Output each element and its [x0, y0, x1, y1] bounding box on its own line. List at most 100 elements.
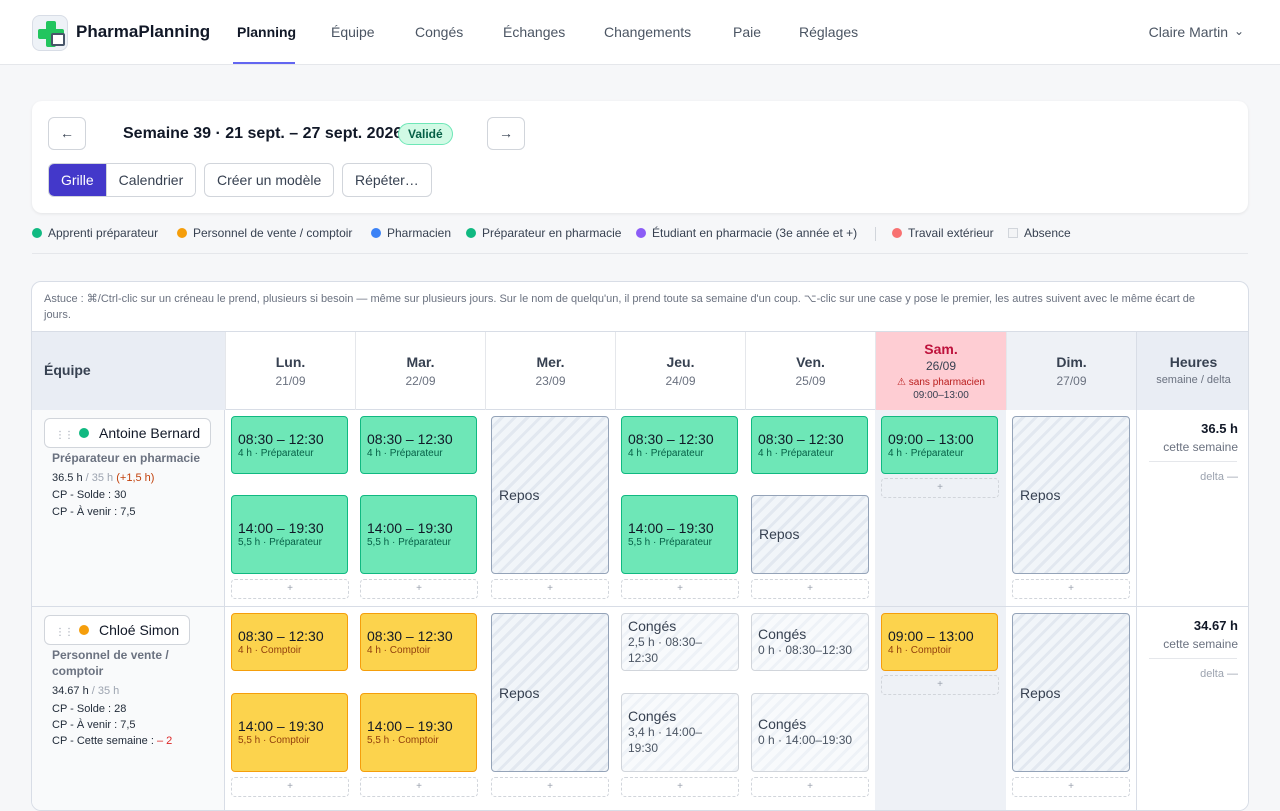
- shift-block[interactable]: 08:30 – 12:30 4 h · Préparateur: [621, 416, 738, 474]
- app-name[interactable]: PharmaPlanning: [76, 22, 211, 41]
- calendar-view-button[interactable]: Calendrier: [105, 164, 196, 196]
- table-row: ⋮⋮ Chloé Simon Personnel de vente / compt…: [32, 607, 1248, 810]
- leave-block[interactable]: Congés 0 h · 14:00–19:30: [751, 693, 869, 772]
- add-shift-button[interactable]: +: [751, 579, 869, 599]
- grid-header: Équipe Lun. 21/09 Mar. 22/09 Mer. 23/09 Jeu…: [32, 331, 1248, 410]
- leave-block[interactable]: Congés 3,4 h · 14:00–19:30: [621, 693, 739, 772]
- legend-square-icon: [1008, 228, 1018, 238]
- nav-conges[interactable]: Congés: [415, 24, 464, 40]
- shift-block[interactable]: 14:00 – 19:30 5,5 h · Préparateur: [621, 495, 738, 574]
- missing-pharmacist-warning: ⚠ sans pharmacien: [897, 377, 985, 388]
- employee-role: Personnel de vente / comptoir: [52, 648, 169, 678]
- grid-view-button[interactable]: Grille: [49, 164, 106, 196]
- divider: [1149, 658, 1237, 659]
- shift-block[interactable]: 14:00 – 19:30 5,5 h · Préparateur: [231, 495, 348, 574]
- hours-delta: delta —: [1200, 471, 1238, 483]
- shift-block[interactable]: 14:00 – 19:30 5,5 h · Comptoir: [231, 693, 348, 772]
- weekly-hours-total: 34.67 h: [1193, 618, 1238, 633]
- nav-echanges[interactable]: Échanges: [503, 24, 566, 40]
- add-shift-button[interactable]: +: [491, 777, 609, 797]
- day-header-wed: Mer. 23/09: [485, 332, 615, 410]
- add-shift-button[interactable]: +: [1012, 777, 1130, 797]
- nav-planning[interactable]: Planning: [237, 24, 297, 40]
- nav-changements[interactable]: Changements: [604, 24, 692, 40]
- legend-item: Étudiant en pharmacie (3e année et +): [636, 226, 857, 240]
- employee-name-chip[interactable]: ⋮⋮ Antoine Bernard: [44, 418, 212, 448]
- weekly-hours-total: 36.5 h: [1201, 421, 1238, 436]
- add-shift-button[interactable]: +: [881, 675, 999, 695]
- rest-day-block[interactable]: Repos: [491, 613, 609, 772]
- add-shift-button[interactable]: +: [360, 777, 478, 797]
- leave-block[interactable]: Congés 0 h · 08:30–12:30: [751, 613, 869, 671]
- day-header-sun: Dim. 27/09: [1006, 332, 1136, 410]
- hours-delta: delta —: [1200, 668, 1238, 680]
- next-week-button[interactable]: →: [487, 117, 525, 150]
- weekly-hours-label: cette semaine: [1163, 440, 1238, 454]
- day-header-fri: Ven. 25/09: [745, 332, 875, 410]
- rest-day-block[interactable]: Repos: [751, 495, 869, 574]
- legend-item: Pharmacien: [371, 226, 451, 240]
- add-shift-button[interactable]: +: [621, 777, 739, 797]
- planning-grid: Astuce : ⌘/Ctrl-clic sur un créneau le p…: [31, 281, 1249, 811]
- add-shift-button[interactable]: +: [881, 478, 999, 498]
- shift-block[interactable]: 08:30 – 12:30 4 h · Préparateur: [231, 416, 348, 474]
- nav-active-indicator: [233, 62, 295, 64]
- cp-this-week: CP - Cette semaine : – 2: [52, 735, 173, 747]
- legend-dot-icon: [371, 228, 381, 238]
- day-header-mon: Lun. 21/09: [225, 332, 355, 410]
- legend-item: Travail extérieur: [892, 226, 994, 240]
- previous-week-button[interactable]: ←: [48, 117, 86, 150]
- legend-item: Personnel de vente / comptoir: [177, 226, 352, 240]
- repeat-button[interactable]: Répéter…: [342, 163, 432, 197]
- add-shift-button[interactable]: +: [621, 579, 739, 599]
- divider: [1149, 461, 1237, 462]
- leave-block[interactable]: Congés 2,5 h · 08:30–12:30: [621, 613, 739, 671]
- employee-role: Préparateur en pharmacie: [52, 451, 201, 465]
- employee-name-chip[interactable]: ⋮⋮ Chloé Simon: [44, 615, 191, 645]
- shift-block[interactable]: 08:30 – 12:30 4 h · Comptoir: [231, 613, 348, 671]
- status-badge: Validé: [398, 123, 453, 145]
- rest-day-block[interactable]: Repos: [491, 416, 609, 574]
- add-shift-button[interactable]: +: [491, 579, 609, 599]
- hours-column-header: Heures semaine / delta: [1136, 332, 1248, 410]
- shift-block[interactable]: 09:00 – 13:00 4 h · Comptoir: [881, 613, 998, 671]
- rest-day-block[interactable]: Repos: [1012, 416, 1130, 574]
- shift-block[interactable]: 14:00 – 19:30 5,5 h · Comptoir: [360, 693, 477, 772]
- employee-cell: ⋮⋮ Antoine Bernard Préparateur en pharmac…: [32, 410, 225, 606]
- legend-item: Apprenti préparateur: [32, 226, 158, 240]
- legend-dot-icon: [466, 228, 476, 238]
- cp-balance: CP - Solde : 28: [52, 703, 127, 715]
- shift-block[interactable]: 14:00 – 19:30 5,5 h · Préparateur: [360, 495, 477, 574]
- chevron-down-icon[interactable]: ⌄: [1233, 24, 1244, 38]
- table-row: ⋮⋮ Antoine Bernard Préparateur en pharmac…: [32, 410, 1248, 607]
- rest-day-block[interactable]: Repos: [1012, 613, 1130, 772]
- tip-text: Astuce : ⌘/Ctrl-clic sur un créneau le p…: [44, 293, 1196, 321]
- app-logo-icon[interactable]: [32, 15, 68, 51]
- shift-block[interactable]: 09:00 – 13:00 4 h · Préparateur: [881, 416, 998, 474]
- drag-handle-icon[interactable]: ⋮⋮: [55, 627, 74, 638]
- user-menu[interactable]: Claire Martin: [1148, 24, 1228, 40]
- legend-divider: [875, 227, 876, 241]
- week-toolbar: ← Semaine 39 · 21 sept. – 27 sept. 2026 …: [32, 101, 1248, 213]
- drag-handle-icon[interactable]: ⋮⋮: [55, 430, 74, 441]
- nav-equipe[interactable]: Équipe: [331, 24, 375, 40]
- add-shift-button[interactable]: +: [751, 777, 869, 797]
- view-toggle: Grille Calendrier: [48, 163, 197, 197]
- add-shift-button[interactable]: +: [1012, 579, 1130, 599]
- nav-reglages[interactable]: Réglages: [799, 24, 859, 40]
- shift-block[interactable]: 08:30 – 12:30 4 h · Comptoir: [360, 613, 477, 671]
- employee-hours: 34.67 h / 35 h: [52, 685, 120, 697]
- add-shift-button[interactable]: +: [360, 579, 478, 599]
- role-legend: Apprenti préparateur Personnel de vente …: [32, 226, 1248, 254]
- shift-block[interactable]: 08:30 – 12:30 4 h · Préparateur: [751, 416, 868, 474]
- add-shift-button[interactable]: +: [231, 579, 349, 599]
- employee-cell: ⋮⋮ Chloé Simon Personnel de vente / compt…: [32, 607, 225, 810]
- shift-block[interactable]: 08:30 – 12:30 4 h · Préparateur: [360, 416, 477, 474]
- add-shift-button[interactable]: +: [231, 777, 349, 797]
- legend-item: Préparateur en pharmacie: [466, 226, 621, 240]
- create-template-button[interactable]: Créer un modèle: [204, 163, 335, 197]
- nav-paie[interactable]: Paie: [733, 24, 762, 40]
- role-dot-icon: [79, 428, 89, 438]
- employee-hours: 36.5 h / 35 h (+1,5 h): [52, 472, 155, 484]
- legend-dot-icon: [636, 228, 646, 238]
